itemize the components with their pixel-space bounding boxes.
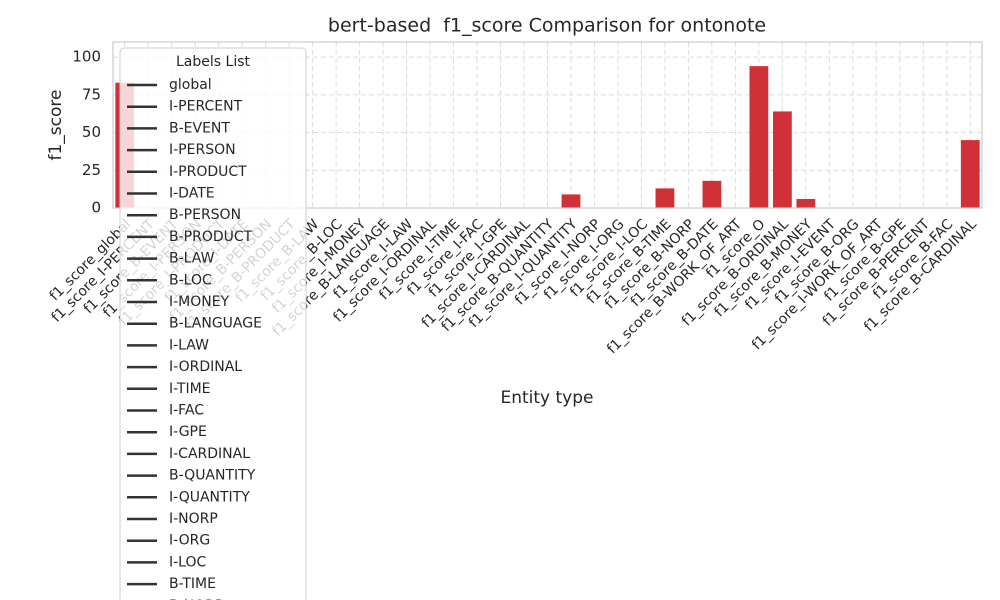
bar bbox=[772, 111, 792, 208]
legend-label: B-TIME bbox=[169, 576, 216, 592]
y-tick-label: 100 bbox=[72, 48, 101, 66]
chart-title: bert-based f1_score Comparison for onton… bbox=[328, 15, 766, 37]
legend-label: B-QUANTITY bbox=[169, 468, 256, 484]
y-tick-label: 25 bbox=[82, 161, 101, 179]
legend-label: B-LANGUAGE bbox=[169, 316, 262, 332]
legend-label: B-NORP bbox=[169, 598, 223, 600]
y-tick-label: 75 bbox=[82, 85, 101, 103]
y-tick-label: 0 bbox=[91, 199, 101, 217]
legend-label: B-EVENT bbox=[169, 120, 230, 136]
legend-label: I-NORP bbox=[169, 511, 218, 527]
legend-label: I-PRODUCT bbox=[169, 164, 247, 180]
y-axis-label: f1_score bbox=[46, 90, 66, 161]
legend-label: global bbox=[169, 77, 212, 93]
legend-label: I-TIME bbox=[169, 381, 211, 397]
legend-label: I-ORG bbox=[169, 533, 210, 549]
plot-frame bbox=[112, 41, 983, 209]
legend-label: I-CARDINAL bbox=[169, 446, 250, 462]
legend-label: I-LOC bbox=[169, 554, 207, 570]
bar bbox=[749, 66, 769, 209]
legend-label: I-LAW bbox=[169, 337, 209, 353]
bar bbox=[702, 180, 722, 208]
bar bbox=[960, 140, 980, 208]
x-axis-label: Entity type bbox=[500, 388, 593, 408]
legend-label: B-LAW bbox=[169, 251, 215, 267]
legend-label: I-MONEY bbox=[169, 294, 230, 310]
legend-label: I-FAC bbox=[169, 403, 204, 419]
y-tick-label: 50 bbox=[82, 123, 101, 141]
legend-label: I-DATE bbox=[169, 186, 215, 202]
legend-title: Labels List bbox=[176, 54, 250, 70]
bar bbox=[796, 198, 816, 208]
legend-box bbox=[119, 47, 307, 600]
legend-label: B-LOC bbox=[169, 272, 212, 288]
legend-label: I-PERSON bbox=[169, 142, 236, 158]
legend-label: B-PRODUCT bbox=[169, 229, 253, 245]
legend-label: I-QUANTITY bbox=[169, 489, 250, 505]
legend-label: I-GPE bbox=[169, 424, 207, 440]
bar bbox=[561, 194, 581, 208]
legend: Labels List global I-PERCENT B-EVENT I-PERSO… bbox=[119, 47, 307, 600]
legend-label: I-PERCENT bbox=[169, 99, 243, 115]
bar bbox=[655, 188, 675, 208]
legend-label: B-PERSON bbox=[169, 207, 241, 223]
legend-label: I-ORDINAL bbox=[169, 359, 242, 375]
